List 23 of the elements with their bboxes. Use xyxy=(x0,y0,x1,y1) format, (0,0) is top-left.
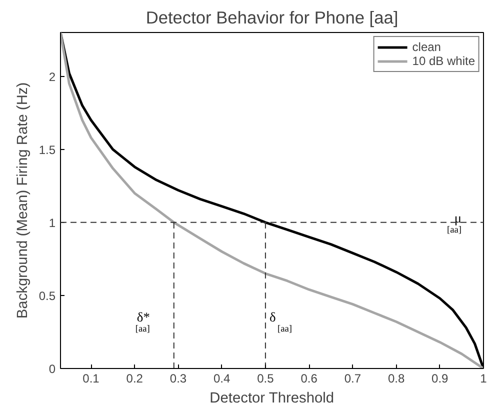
y-tick-label: 0 xyxy=(48,362,56,376)
x-tick-label: 0.1 xyxy=(82,372,100,386)
x-tick-label: 0.9 xyxy=(432,372,449,386)
annotation: δ*[aa] xyxy=(135,310,150,335)
y-tick-label: 1 xyxy=(48,216,56,230)
y-tick-label: 0.5 xyxy=(38,288,56,303)
y-axis-title: Background (Mean) Firing Rate (Hz) xyxy=(14,82,31,319)
y-tick-label: 2 xyxy=(48,70,56,84)
y-tick-label: 1.5 xyxy=(38,142,56,157)
x-tick-label: 0.3 xyxy=(170,372,187,386)
x-tick-label: 0.7 xyxy=(344,372,362,386)
x-tick-label: 1 xyxy=(480,372,487,386)
x-axis-title: Detector Threshold xyxy=(210,390,334,406)
x-tick-label: 0.8 xyxy=(388,372,405,386)
chart-title: Detector Behavior for Phone [aa] xyxy=(146,8,398,28)
annotation: δ[aa] xyxy=(269,310,292,335)
x-tick-label: 0.4 xyxy=(214,372,231,386)
x-tick-label: 0.5 xyxy=(257,372,274,386)
x-tick-label: 0.6 xyxy=(300,372,318,386)
ref-line-label: μ[aa] xyxy=(447,210,462,236)
legend-label: clean xyxy=(412,40,441,54)
legend-label: 10 dB white xyxy=(412,54,475,68)
x-tick-label: 0.2 xyxy=(126,372,144,386)
